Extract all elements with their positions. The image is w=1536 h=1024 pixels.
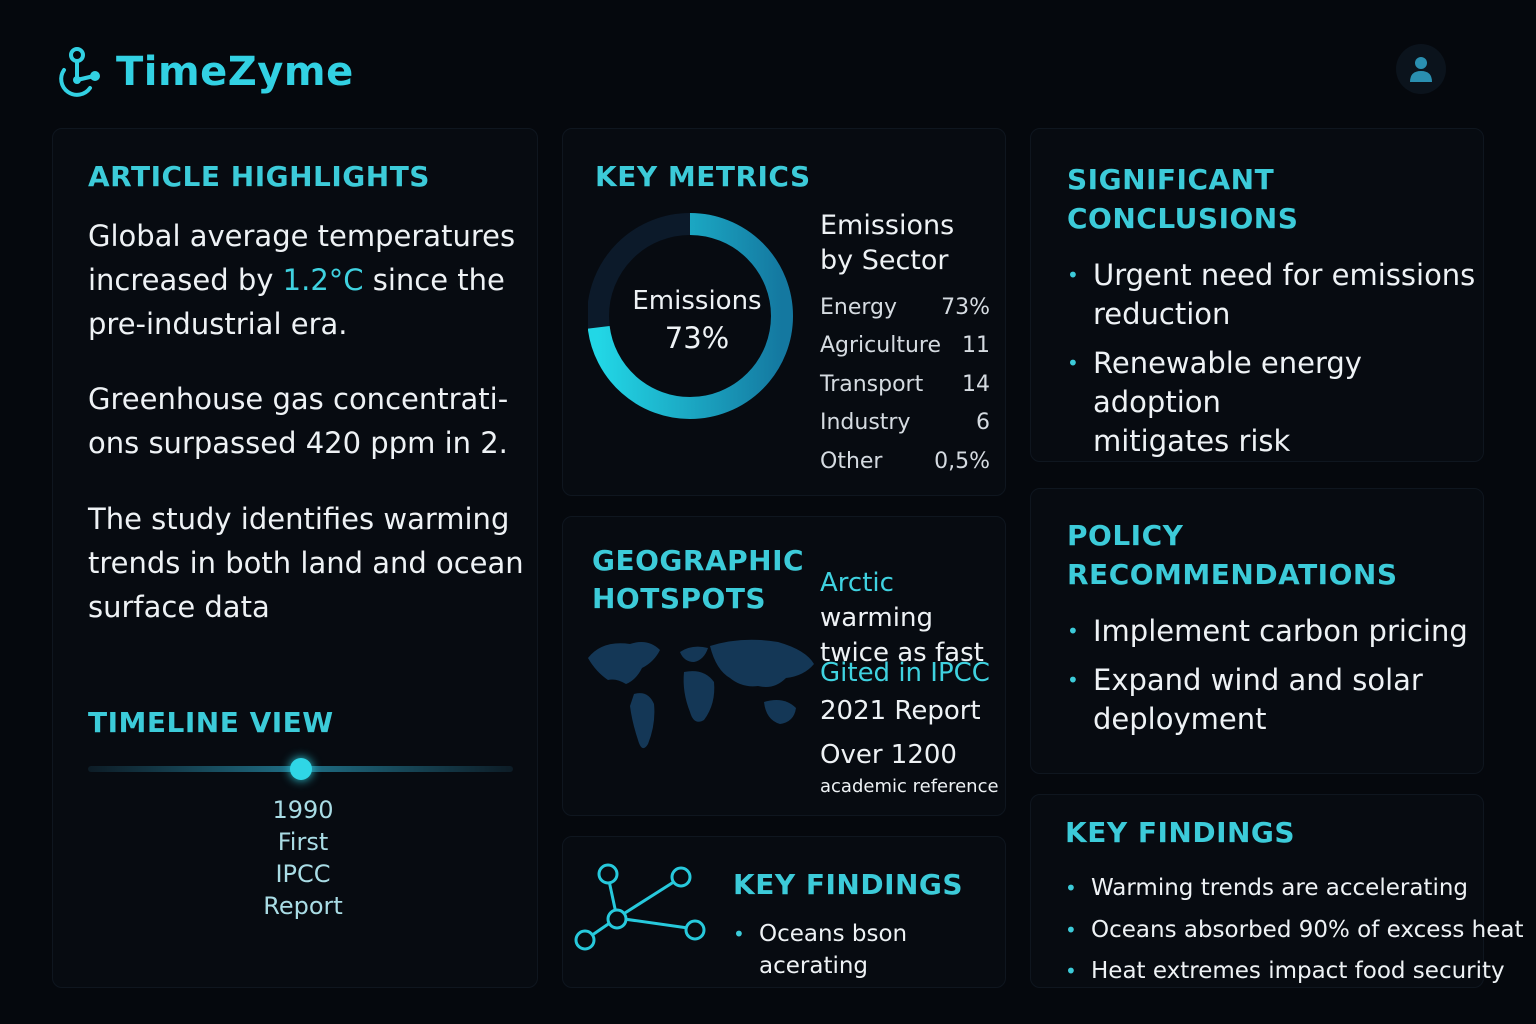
sector-title: Emissions by Sector [820,210,955,276]
conclusions-title: SIGNIFICANT CONCLUSIONS [1067,160,1298,238]
sector-value: 11 [962,333,990,358]
arctic-rest: warming [820,603,933,633]
list-item-line: deployment [1093,702,1267,736]
sector-row-industry: Industry 6 [820,410,990,435]
list-item: Heat extremes impact food security [1065,951,1525,993]
highlight-greenhouse: Greenhouse gas concentrati-ons surpassed… [88,382,509,460]
timeline-title: TIMELINE VIEW [88,706,334,739]
donut-center-label: Emissions 73% [622,284,772,358]
world-map-icon[interactable] [582,628,820,768]
highlight-temperature: Global average temperatures increased by… [88,214,528,346]
arctic-line: Arctic warming [820,566,1010,636]
list-item: Oceans bson acerating [733,918,1013,982]
hotspots-title-line: HOTSPOTS [592,582,767,615]
arctic-word: Arctic [820,568,894,598]
sector-name: Energy [820,295,898,320]
sector-value: 0,5% [934,449,990,474]
timeline-event-line: IPCC [275,860,331,888]
policy-title-line: RECOMMENDATIONS [1067,558,1398,591]
hotspots-title: GEOGRAPHIC HOTSPOTS [592,542,804,618]
article-highlights-title: ARTICLE HIGHLIGHTS [88,160,430,193]
list-item-line: mitigates risk [1093,424,1291,458]
sector-name: Other [820,449,883,474]
donut-value: 73% [664,321,730,355]
policy-title: POLICY RECOMMENDATIONS [1067,516,1397,594]
timeline-marker-label: 1990 First IPCC Report [243,794,363,922]
sector-value: 14 [962,372,990,397]
sector-row-other: Other 0,5% [820,449,990,474]
emissions-donut-chart[interactable] [588,212,796,420]
molecule-logo-icon [59,47,100,97]
list-item: Warming trends are accelerating [1065,868,1525,910]
donut-arc [588,213,793,419]
key-findings-list: Warming trends are accelerating Oceans a… [1065,868,1525,993]
conclusions-list: Urgent need for emissions reduction Rene… [1067,256,1487,461]
list-item-line: Implement carbon pricing [1093,614,1468,648]
key-findings-small-list: Oceans bson acerating [733,918,1013,982]
key-findings-small-title: KEY FINDINGS [733,868,964,901]
arctic-line2: twice as fast [820,638,984,668]
citation-line2: 2021 Report [820,696,981,726]
sector-name: Agriculture [820,333,941,358]
list-item: Urgent need for emissions reduction [1067,256,1487,334]
list-item: Oceans absorbed 90% of excess heat [1065,910,1525,952]
references-label: academic reference [820,776,999,797]
donut-label: Emissions [632,286,762,316]
list-item: Expand wind and solar deployment [1067,661,1487,739]
conclusions-title-line: SIGNIFICANT [1067,163,1275,196]
timeline-year: 1990 [272,796,334,824]
temperature-value: 1.2°C [282,263,364,297]
list-item-line: Renewable energy adoption [1093,346,1362,419]
timeline-event-line: First [277,828,329,856]
list-item-line: Urgent need for emissions [1093,258,1476,292]
key-metrics-title: KEY METRICS [595,160,811,193]
policy-title-line: POLICY [1067,519,1184,552]
list-item: Implement carbon pricing [1067,612,1487,651]
list-item: Renewable energy adoption mitigates risk [1067,344,1487,461]
article-highlights-panel [52,128,538,988]
references-count: Over 1200 [820,740,957,770]
timeline-handle[interactable] [289,758,312,780]
academic-references: Over 1200 academic reference [820,738,1010,802]
network-icon [574,863,706,951]
sector-row-agriculture: Agriculture 11 [820,333,990,358]
highlight-temperature-text-end: since the pre-industrial era. [88,263,505,341]
sector-name: Transport [820,372,924,397]
user-profile-button[interactable] [1396,44,1446,94]
key-findings-title: KEY FINDINGS [1065,816,1296,849]
app-brand[interactable]: TimeZyme [50,40,370,104]
highlight-temperature-text: Global average temperatures increased by [88,219,516,297]
timeline-event-line: Report [263,892,343,920]
ipcc-citation: Gited in IPCC 2021 Report [820,654,1010,730]
hotspots-title-line: GEOGRAPHIC [592,544,805,577]
list-item-line: reduction [1093,297,1231,331]
sector-row-energy: Energy 73% [820,295,990,320]
sector-row-transport: Transport 14 [820,372,990,397]
conclusions-title-line: CONCLUSIONS [1067,202,1299,235]
policy-list: Implement carbon pricing Expand wind and… [1067,612,1487,739]
arctic-warming-stat: Arctic warming twice as fast [820,566,1010,671]
highlight-study: The study identifies warming trends in b… [88,502,524,624]
list-item-line: Expand wind and solar [1093,663,1423,697]
app-name: TimeZyme [116,49,354,95]
citation-line1: Gited in IPCC [820,658,990,688]
sector-name: Industry [820,410,911,435]
sector-value: 6 [976,410,990,435]
sector-value: 73% [941,295,990,320]
user-icon [1410,57,1432,82]
